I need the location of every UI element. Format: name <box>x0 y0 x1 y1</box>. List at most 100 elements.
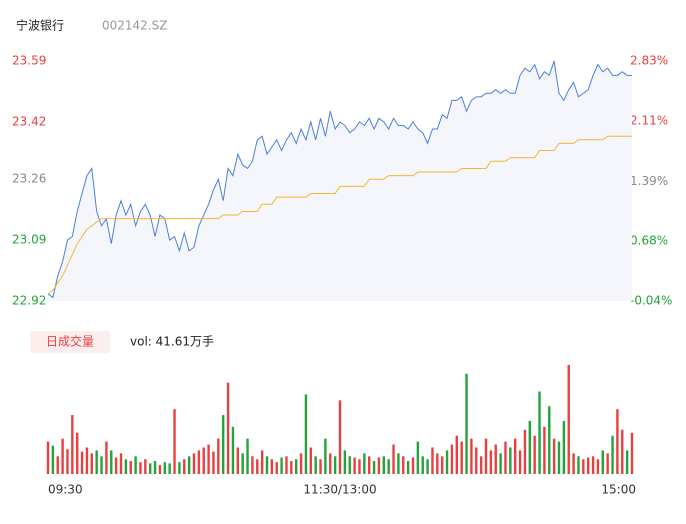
volume-bar <box>285 456 288 474</box>
volume-bar <box>304 394 308 474</box>
volume-bar <box>499 453 502 474</box>
volume-bar <box>528 420 531 474</box>
stock-name: 宁波银行 <box>16 18 64 33</box>
volume-bar <box>621 429 624 474</box>
volume-bar <box>178 462 181 474</box>
volume-bar <box>543 426 546 474</box>
volume-bar <box>260 450 264 474</box>
volume-bar <box>606 453 609 474</box>
volume-bar <box>100 456 103 474</box>
volume-bar <box>256 459 259 474</box>
volume-bar <box>567 364 570 474</box>
volume-bar <box>207 444 210 474</box>
volume-bar <box>504 441 507 474</box>
volume-bar <box>110 450 113 474</box>
volume-bar <box>518 450 522 474</box>
volume-bar <box>363 453 366 474</box>
volume-bar <box>548 406 551 474</box>
volume-bar <box>353 457 356 474</box>
volume-bar <box>538 391 541 474</box>
volume-bar <box>441 456 444 474</box>
volume-bar <box>494 444 497 474</box>
volume-bar <box>246 438 249 474</box>
volume-bar <box>382 456 385 474</box>
volume-bar <box>416 441 420 474</box>
volume-bar <box>270 459 274 474</box>
volume-bar <box>129 461 132 474</box>
price-area <box>48 61 632 301</box>
volume-bar <box>611 435 614 474</box>
volume-bar <box>630 432 634 474</box>
volume-bar <box>562 420 566 474</box>
y2-tick-label: 1.39% <box>630 174 668 188</box>
volume-bar <box>192 453 196 474</box>
volume-bar <box>149 463 152 474</box>
volume-bar <box>158 465 162 474</box>
y-tick-label: 23.42 <box>12 114 46 128</box>
volume-bar <box>402 456 405 474</box>
volume-bar <box>134 456 137 474</box>
volume-bar <box>616 409 619 474</box>
volume-bar <box>105 441 108 474</box>
volume-bar <box>460 441 463 474</box>
volume-bar <box>426 459 429 474</box>
volume-bar <box>533 435 536 474</box>
volume-bar <box>280 457 283 474</box>
volume-bar <box>392 444 395 474</box>
volume-bar <box>173 409 176 474</box>
volume-bar <box>557 441 561 474</box>
volume-bar <box>290 461 293 474</box>
volume-button-label[interactable]: 日成交量 <box>46 334 94 349</box>
y-tick-label: 23.26 <box>12 172 46 186</box>
volume-bar <box>445 450 449 474</box>
stock-code: 002142.SZ <box>102 19 167 33</box>
volume-bar <box>436 453 439 474</box>
volume-bar <box>153 461 157 474</box>
volume-bar <box>76 432 79 474</box>
volume-bar <box>197 450 201 474</box>
volume-bar <box>295 459 298 474</box>
volume-bar <box>61 438 64 474</box>
volume-bar <box>372 461 376 474</box>
volume-bar <box>114 457 118 474</box>
volume-bar <box>51 445 55 474</box>
volume-bar <box>411 457 415 474</box>
volume-bar <box>406 461 410 474</box>
x-tick-label: 09:30 <box>48 483 83 497</box>
volume-bar <box>90 453 93 474</box>
volume-bar <box>236 447 239 474</box>
volume-total: vol: 41.61万手 <box>130 335 214 349</box>
volume-bar <box>572 453 575 474</box>
volume-bar <box>275 462 278 474</box>
volume-bar <box>552 438 556 474</box>
volume-bar <box>226 382 230 474</box>
average-line <box>47 135 632 295</box>
volume-bar <box>582 459 585 474</box>
y-tick-label: 22.92 <box>12 294 46 308</box>
volume-bar <box>309 447 312 474</box>
volume-bar <box>95 450 98 474</box>
volume-bar <box>333 456 337 474</box>
volume-bar <box>421 456 424 474</box>
y-tick-label: 23.59 <box>12 54 46 68</box>
volume-bar <box>455 435 458 474</box>
volume-bar <box>66 449 69 474</box>
volume-bar <box>387 459 390 474</box>
volume-bar <box>231 426 235 474</box>
volume-bar <box>368 456 371 474</box>
volume-bar <box>163 462 166 474</box>
volume-button[interactable] <box>30 331 110 353</box>
x-tick-label: 11:30/13:00 <box>303 483 376 497</box>
volume-bar <box>509 447 512 474</box>
volume-bar <box>56 456 59 474</box>
volume-bar <box>119 453 123 474</box>
volume-bar <box>80 451 84 474</box>
volume-bar <box>202 447 205 474</box>
volume-bar <box>299 453 303 474</box>
volume-bar <box>470 438 473 474</box>
volume-bar <box>343 450 347 474</box>
volume-bar <box>377 457 381 474</box>
volume-bar <box>46 441 50 474</box>
x-tick-label: 15:00 <box>601 483 636 497</box>
